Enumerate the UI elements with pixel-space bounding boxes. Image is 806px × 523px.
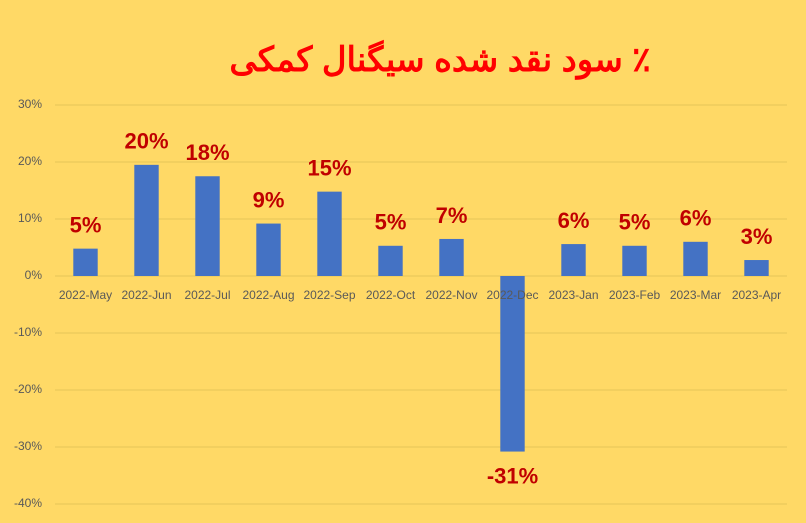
bar [622, 245, 647, 276]
value-label: 3% [741, 224, 773, 249]
value-label: 15% [307, 155, 351, 180]
x-tick-label: 2022-Nov [425, 288, 477, 302]
bar [317, 191, 342, 276]
chart-title: ٪ سود نقد شده سیگنال کمکی [229, 39, 650, 80]
bar [73, 248, 98, 276]
value-label: 5% [70, 212, 102, 237]
bar [439, 238, 464, 276]
value-label: 18% [185, 140, 229, 165]
value-label: -31% [487, 463, 538, 488]
x-tick-label: 2023-Apr [732, 288, 781, 302]
x-tick-label: 2022-Jul [184, 288, 230, 302]
bar [378, 245, 403, 276]
bar [195, 176, 220, 276]
bar [256, 223, 281, 276]
y-tick-label: -20% [14, 382, 42, 396]
value-label: 6% [680, 206, 712, 231]
x-tick-label: 2022-Jun [121, 288, 171, 302]
y-tick-label: -40% [14, 496, 42, 510]
y-tick-label: -30% [14, 439, 42, 453]
y-tick-label: 10% [18, 211, 42, 225]
bar [683, 241, 708, 276]
y-tick-label: 30% [18, 97, 42, 111]
y-tick-label: 20% [18, 154, 42, 168]
x-tick-label: 2022-Sep [303, 288, 355, 302]
bar [134, 164, 159, 276]
x-tick-label: 2022-May [59, 288, 112, 302]
x-tick-label: 2022-Aug [242, 288, 294, 302]
y-tick-label: 0% [25, 268, 43, 282]
value-label: 20% [124, 129, 168, 154]
value-label: 6% [558, 208, 590, 233]
x-tick-label: 2022-Dec [486, 288, 538, 302]
value-label: 5% [619, 210, 651, 235]
bar [500, 276, 525, 452]
bar [561, 244, 586, 276]
x-tick-label: 2023-Jan [548, 288, 598, 302]
x-tick-label: 2023-Mar [670, 288, 721, 302]
value-label: 5% [375, 210, 407, 235]
x-tick-label: 2022-Oct [366, 288, 416, 302]
bar [744, 260, 769, 276]
x-tick-label: 2023-Feb [609, 288, 661, 302]
value-label: 7% [436, 203, 468, 228]
value-label: 9% [253, 187, 285, 212]
y-tick-label: -10% [14, 325, 42, 339]
